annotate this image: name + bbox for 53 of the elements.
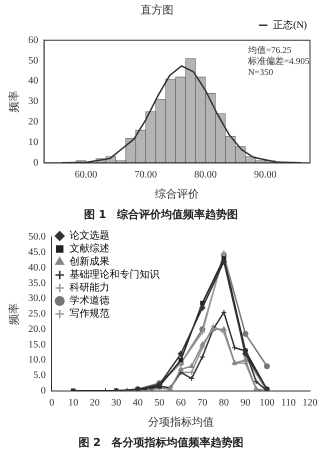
y-tick-label: 40.0: [28, 262, 46, 274]
y-tick-label: 35.0: [28, 278, 46, 289]
y-tick-label: 45.0: [28, 247, 46, 258]
y-tick-label: 30: [28, 96, 38, 108]
y-tick-label: 50.0: [28, 232, 46, 243]
y-tick-label: 5.0: [33, 370, 46, 382]
x-tick-label: 70: [197, 397, 208, 408]
x-tick-label: 60: [176, 397, 186, 408]
x-tick-label: 40: [132, 397, 143, 408]
x-tick-label: 80.00: [194, 169, 217, 180]
x-tick-label: 30: [111, 397, 122, 408]
x-tick-label: 50: [154, 397, 164, 408]
x-axis-title: 分项指标均值: [148, 416, 214, 428]
y-tick-label: 15.0: [28, 339, 46, 350]
x-tick-label: 10: [68, 397, 78, 408]
y-tick-label: 40: [28, 76, 38, 87]
legend-label: 创新成果: [70, 256, 110, 268]
legend-label: 写作规范: [70, 308, 110, 320]
x-tick-label: 120: [302, 397, 318, 408]
legend-label: 正态(N): [273, 18, 308, 31]
y-tick-label: 20: [28, 116, 38, 128]
y-tick-label: 0: [33, 157, 38, 168]
x-tick-label: 100: [259, 397, 274, 408]
y-tick-label: 20.0: [28, 324, 46, 335]
caption: 图 2 各分项指标均值频率趋势图: [77, 435, 245, 450]
x-tick-label: 60.00: [74, 169, 98, 180]
annotation: 标准偏差=4.905: [247, 56, 310, 66]
legend-label: 科研能力: [70, 282, 110, 294]
x-axis-title: 综合评价: [155, 187, 200, 200]
x-tick-label: 80: [218, 397, 229, 408]
legend-label: 学术道德: [70, 294, 110, 307]
y-tick-label: 25.0: [28, 308, 46, 320]
caption: 图 1 综合评价均值频率趋势图: [82, 207, 240, 222]
legend-label: 文献综述: [70, 242, 110, 255]
y-tick-label: 30.0: [28, 293, 46, 304]
legend-label: 论文选题: [70, 230, 110, 242]
y-tick-label: 0: [40, 385, 46, 396]
chart-title: 直方图: [140, 3, 174, 16]
y-axis-title: 频率: [7, 90, 20, 112]
y-tick-label: 10.0: [28, 354, 46, 366]
annotation: N=350: [248, 67, 274, 78]
x-tick-label: 0: [49, 397, 54, 408]
x-tick-label: 70.00: [134, 169, 157, 180]
legend-label: 基础理论和专门知识: [70, 268, 160, 281]
y-tick-label: 10: [28, 136, 38, 148]
y-axis-title: 频率: [7, 302, 20, 325]
x-tick-label: 90.00: [254, 169, 276, 180]
annotation: 均值=76.25: [247, 45, 292, 56]
x-tick-label: 90: [240, 397, 250, 408]
y-tick-label: 60: [28, 34, 38, 46]
x-tick-label: 20: [90, 397, 100, 408]
y-tick-label: 50: [28, 55, 38, 66]
x-tick-label: 110: [281, 397, 296, 408]
